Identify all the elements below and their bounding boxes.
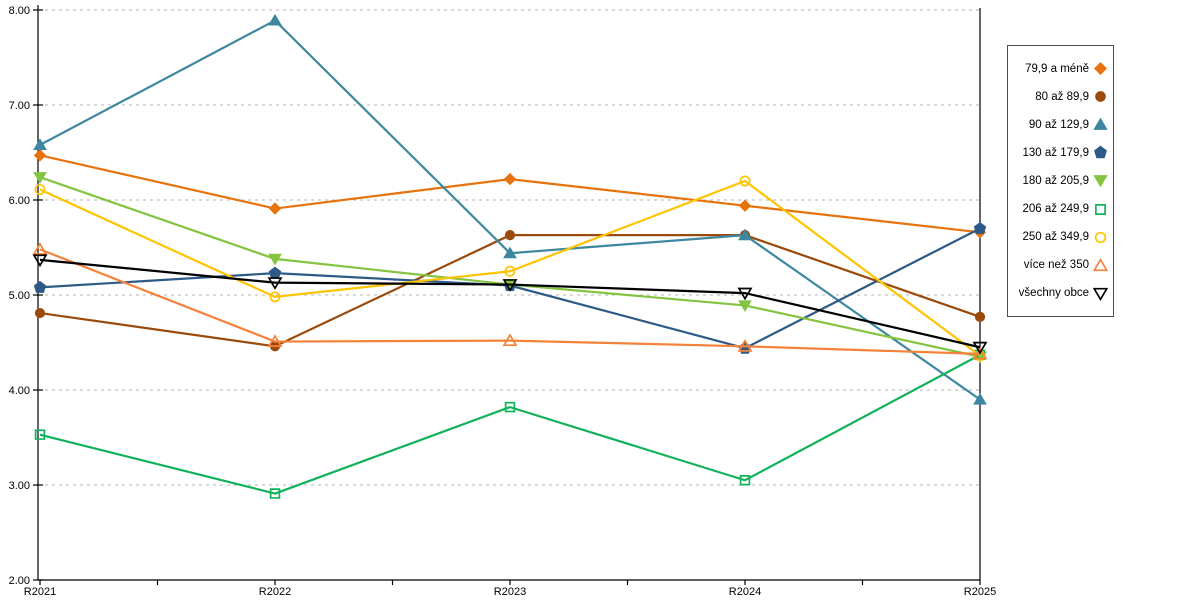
y-tick-label: 5.00 [9,290,30,302]
legend-item-label: 130 až 179,9 [1022,146,1089,159]
series-line [39,258,981,349]
legend-item-label: všechny obce [1018,287,1089,300]
triangle-down-open-marker-icon [1093,287,1108,301]
circle-marker-icon [1095,91,1106,103]
y-tick-label: 3.00 [9,480,30,492]
legend-item-label: 180 až 205,9 [1022,174,1089,187]
series-250 až 349,9 [34,175,986,362]
legend-item-2: 90 až 129,9 [1010,117,1108,132]
y-tick-label: 6.00 [9,195,30,207]
legend-item-label: 80 až 89,9 [1035,90,1089,103]
circle-open-marker-icon [1094,231,1107,243]
x-tick-label: R2022 [259,586,291,598]
legend-item-4: 180 až 205,9 [1010,173,1108,188]
x-tick-label: R2021 [24,586,56,598]
gridlines [38,9,980,486]
series-line [39,19,981,401]
legend-item-8: všechny obce [1010,286,1108,301]
series-line [39,353,981,495]
y-tick-label: 2.00 [9,575,30,587]
legend-item-label: 250 až 349,9 [1022,231,1089,244]
series-206 až 249,9 [34,349,986,499]
series-line [39,179,981,357]
series-line [39,248,981,355]
x-tick-label: R2023 [494,586,526,598]
legend-item-label: 90 až 129,9 [1028,118,1089,131]
legend-item-7: více než 350 [1010,257,1108,273]
x-tick-label: R2025 [964,586,996,598]
series-všechny obce [32,254,988,355]
triangle-up-open-marker-icon [1093,257,1108,271]
legend-item-label: více než 350 [1023,259,1089,272]
legend-item-6: 250 až 349,9 [1010,230,1108,245]
series-90 až 129,9 [33,13,987,405]
legend-item-1: 80 až 89,9 [1010,89,1108,104]
square-open-marker-icon [1095,203,1106,215]
triangle-down-marker-icon [1093,175,1108,188]
pentagon-marker-icon [1094,146,1107,159]
legend-item-label: 79,9 a méně [1025,62,1089,75]
series-line [39,154,981,234]
x-axis-ticks: R2021 R2022 R2023 R2024 R2025 [24,580,996,598]
legend-item-0: 79,9 a méně [1010,61,1108,76]
series-více než 350 [32,242,988,360]
axes [37,5,981,581]
legend: 79,9 a méně 80 až 89,9 90 až 129,9 130 až 1… [1007,45,1114,317]
y-tick-label: 4.00 [9,385,30,397]
x-tick-label: R2024 [729,586,761,598]
triangle-up-marker-icon [1093,117,1108,131]
y-axis-ticks: 2.00 3.00 4.00 5.00 6.00 7.00 8.00 [9,5,43,587]
diamond-marker-icon [1094,62,1107,76]
legend-item-label: 206 až 249,9 [1022,203,1089,216]
y-tick-label: 8.00 [9,5,30,17]
y-tick-label: 7.00 [9,100,30,112]
legend-item-3: 130 až 179,9 [1010,145,1108,160]
legend-item-5: 206 až 249,9 [1010,202,1108,217]
